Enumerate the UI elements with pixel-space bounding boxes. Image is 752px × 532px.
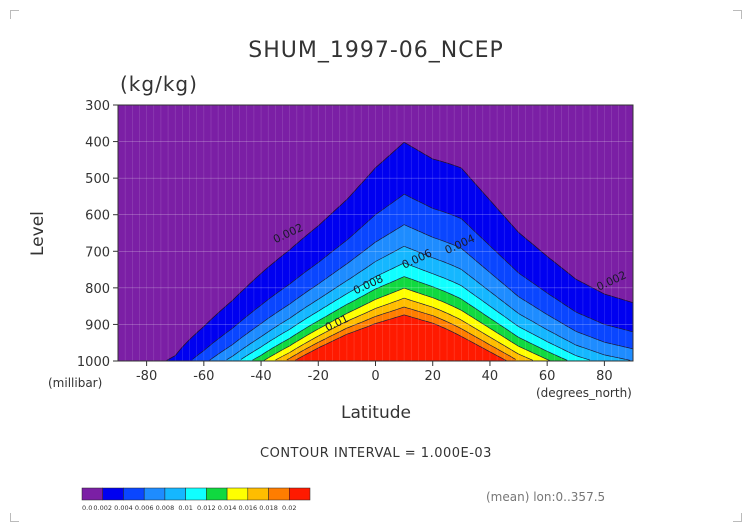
x-ticks: -80 -60 -40 -20 0 20 40 60 80 — [136, 361, 613, 384]
contour-line — [240, 262, 591, 361]
crop-mark — [733, 513, 742, 522]
x-axis-unit: (degrees_north) — [536, 386, 632, 400]
contour-line — [275, 297, 534, 361]
y-tick-label: 500 — [85, 172, 110, 187]
colorbar-swatch — [81, 487, 103, 501]
contour-line — [166, 141, 633, 361]
colorbar-label: 0.008 — [156, 504, 175, 512]
crop-mark — [10, 513, 19, 522]
colorbar-label: 0.004 — [114, 504, 133, 512]
x-tick-label: 60 — [539, 369, 556, 384]
x-tick-label: 40 — [482, 369, 499, 384]
chart-units: (kg/kg) — [120, 72, 198, 96]
x-tick-label: 20 — [424, 369, 441, 384]
colorbar-swatch — [123, 487, 145, 501]
y-tick-label: 300 — [85, 99, 110, 114]
colorbar-swatch — [206, 487, 228, 501]
colorbar-label: 0.006 — [135, 504, 154, 512]
colorbar-label: 0.002 — [93, 504, 112, 512]
colorbar-swatch — [185, 487, 207, 501]
contour-fills — [118, 105, 633, 361]
x-tick-label: 0 — [371, 369, 379, 384]
colorbar-swatch — [289, 487, 311, 501]
colorbar-swatch — [102, 487, 124, 501]
contour-lines — [166, 141, 633, 361]
contour-interval-label: CONTOUR INTERVAL = 1.000E-03 — [260, 446, 492, 461]
chart-title: SHUM_1997-06_NCEP — [248, 38, 504, 63]
x-tick-label: -40 — [250, 369, 271, 384]
x-tick-label: -20 — [308, 369, 329, 384]
x-tick-label: -60 — [193, 369, 214, 384]
contour-line — [226, 245, 631, 361]
crop-mark — [10, 10, 19, 19]
colorbar-label: 0.0 — [82, 504, 92, 512]
colorbar: 0.0 0.002 0.004 0.006 0.008 0.01 0.012 0.014 0.0… — [81, 487, 311, 512]
x-axis-label: Latitude — [341, 403, 411, 423]
contour-line — [192, 193, 633, 360]
y-ticks: 300 400 500 600 700 800 900 1000 — [77, 99, 118, 370]
contour-band — [295, 314, 508, 361]
y-tick-label: 800 — [85, 282, 110, 297]
mean-note: (mean) lon:0..357.5 — [486, 490, 606, 504]
colorbar-label: 0.012 — [197, 504, 216, 512]
contour-line — [263, 287, 551, 361]
y-tick-label: 1000 — [77, 355, 110, 370]
y-tick-label: 600 — [85, 209, 110, 224]
grid-lines — [118, 105, 633, 361]
contour-line — [295, 314, 508, 361]
x-tick-label: -80 — [136, 369, 157, 384]
colorbar-swatch — [268, 487, 290, 501]
colorbar-swatch — [226, 487, 249, 501]
colorbar-swatch — [247, 487, 269, 501]
colorbar-label: 0.016 — [239, 504, 258, 512]
contour-line — [209, 224, 633, 361]
colorbar-label: 0.01 — [178, 504, 192, 512]
contour-line — [286, 306, 516, 361]
y-tick-label: 700 — [85, 245, 110, 260]
x-tick-label: 80 — [596, 369, 613, 384]
colorbar-label: 0.014 — [218, 504, 237, 512]
contour-line — [252, 276, 568, 361]
crop-mark — [733, 10, 742, 19]
y-tick-label: 400 — [85, 136, 110, 151]
colorbar-swatch — [143, 487, 166, 501]
colorbar-swatch — [164, 487, 186, 501]
y-axis-unit: (millibar) — [48, 376, 103, 390]
colorbar-label: 0.02 — [282, 504, 296, 512]
colorbar-label: 0.018 — [259, 504, 278, 512]
y-tick-label: 900 — [85, 318, 110, 333]
